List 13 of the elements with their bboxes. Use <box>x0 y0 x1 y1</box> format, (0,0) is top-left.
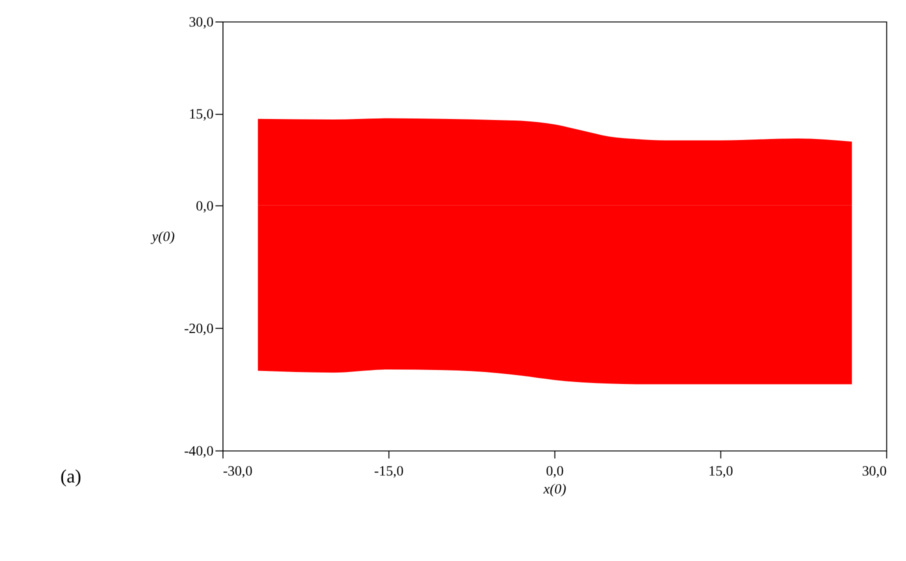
y-tick-label: -20,0 <box>184 321 214 338</box>
x-tick-label: -30,0 <box>222 463 252 480</box>
x-tick-label: 30,0 <box>862 463 887 480</box>
y-tick-label: 30,0 <box>188 14 214 31</box>
x-tick-label: -15,0 <box>374 463 404 480</box>
y-tick-label: -40,0 <box>184 444 214 460</box>
x-axis-title: x(0) <box>542 481 566 498</box>
y-tick-label: 15,0 <box>188 106 214 123</box>
x-tick-label: 0,0 <box>546 463 564 480</box>
text: (a) <box>60 466 82 488</box>
y-axis-title: y(0) <box>150 229 175 246</box>
x-tick-label: 15,0 <box>708 463 734 480</box>
y-tick-label: 0,0 <box>196 198 214 215</box>
